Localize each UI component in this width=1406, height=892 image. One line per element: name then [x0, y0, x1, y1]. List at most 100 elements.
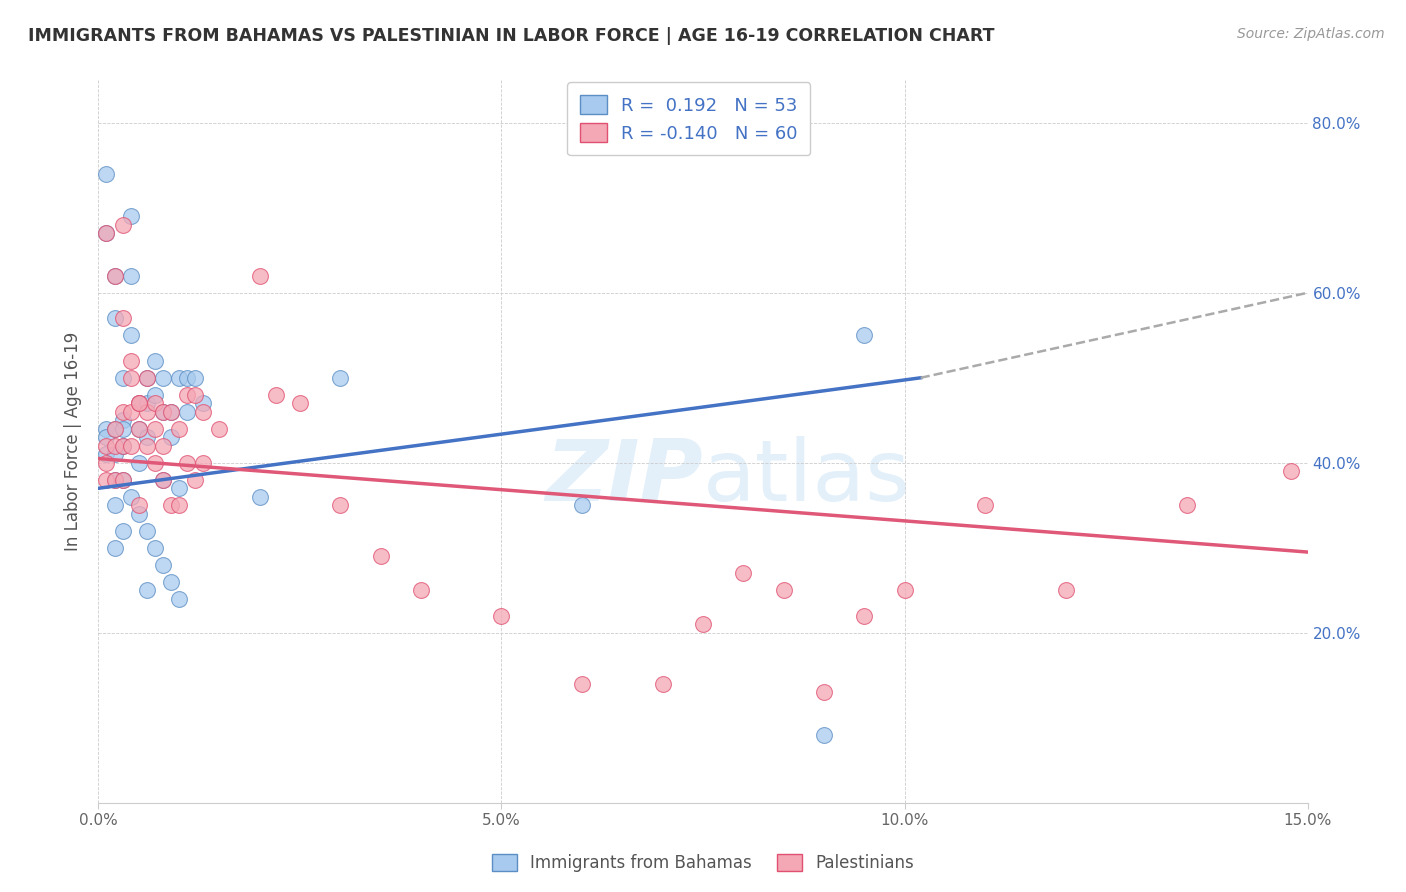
Point — [491, 608, 513, 623]
Point — [152, 439, 174, 453]
Point — [176, 405, 198, 419]
Point — [135, 371, 157, 385]
Point — [96, 430, 118, 444]
Point — [167, 371, 190, 385]
Point — [184, 473, 207, 487]
Point — [128, 422, 150, 436]
Text: atlas: atlas — [703, 436, 911, 519]
Point — [1175, 498, 1198, 512]
Point — [96, 227, 118, 241]
Point — [167, 481, 190, 495]
Point — [176, 371, 198, 385]
Point — [103, 541, 125, 555]
Y-axis label: In Labor Force | Age 16-19: In Labor Force | Age 16-19 — [65, 332, 83, 551]
Point — [120, 353, 142, 368]
Point — [103, 422, 125, 436]
Point — [329, 371, 352, 385]
Point — [120, 328, 142, 343]
Point — [96, 447, 118, 461]
Point — [853, 608, 876, 623]
Point — [143, 353, 166, 368]
Point — [96, 456, 118, 470]
Point — [128, 396, 150, 410]
Point — [96, 227, 118, 241]
Point — [974, 498, 997, 512]
Point — [176, 456, 198, 470]
Point — [120, 268, 142, 283]
Point — [152, 473, 174, 487]
Point — [128, 396, 150, 410]
Point — [160, 430, 183, 444]
Point — [128, 422, 150, 436]
Text: ZIP: ZIP — [546, 436, 703, 519]
Point — [288, 396, 311, 410]
Point — [772, 583, 794, 598]
Point — [111, 524, 134, 538]
Point — [1281, 464, 1303, 478]
Point — [160, 405, 183, 419]
Point — [103, 473, 125, 487]
Point — [571, 677, 593, 691]
Point — [103, 268, 125, 283]
Point — [103, 439, 125, 453]
Point — [152, 473, 174, 487]
Point — [249, 490, 271, 504]
Point — [111, 473, 134, 487]
Point — [893, 583, 915, 598]
Point — [96, 422, 118, 436]
Point — [120, 490, 142, 504]
Point — [152, 405, 174, 419]
Point — [184, 388, 207, 402]
Point — [111, 371, 134, 385]
Text: IMMIGRANTS FROM BAHAMAS VS PALESTINIAN IN LABOR FORCE | AGE 16-19 CORRELATION CH: IMMIGRANTS FROM BAHAMAS VS PALESTINIAN I… — [28, 27, 994, 45]
Point — [571, 498, 593, 512]
Point — [111, 311, 134, 326]
Point — [111, 405, 134, 419]
Point — [135, 371, 157, 385]
Point — [160, 574, 183, 589]
Text: Source: ZipAtlas.com: Source: ZipAtlas.com — [1237, 27, 1385, 41]
Point — [111, 422, 134, 436]
Point — [143, 388, 166, 402]
Point — [128, 396, 150, 410]
Point — [167, 498, 190, 512]
Point — [167, 422, 190, 436]
Point — [135, 396, 157, 410]
Point — [128, 456, 150, 470]
Point — [96, 167, 118, 181]
Point — [96, 439, 118, 453]
Point — [167, 591, 190, 606]
Point — [128, 498, 150, 512]
Point — [160, 498, 183, 512]
Point — [128, 507, 150, 521]
Point — [143, 456, 166, 470]
Point — [692, 617, 714, 632]
Point — [160, 405, 183, 419]
Point — [111, 473, 134, 487]
Point — [111, 439, 134, 453]
Point — [733, 566, 755, 581]
Point — [143, 541, 166, 555]
Point — [111, 439, 134, 453]
Point — [152, 371, 174, 385]
Point — [264, 388, 287, 402]
Point — [103, 311, 125, 326]
Point — [103, 498, 125, 512]
Point — [409, 583, 432, 598]
Point — [813, 685, 835, 699]
Point — [193, 396, 215, 410]
Point — [143, 396, 166, 410]
Point — [152, 405, 174, 419]
Point — [193, 405, 215, 419]
Point — [111, 218, 134, 232]
Point — [184, 371, 207, 385]
Point — [143, 422, 166, 436]
Point — [329, 498, 352, 512]
Point — [370, 549, 392, 564]
Point — [120, 371, 142, 385]
Point — [111, 413, 134, 427]
Point — [176, 388, 198, 402]
Point — [152, 558, 174, 572]
Point — [135, 430, 157, 444]
Point — [249, 268, 271, 283]
